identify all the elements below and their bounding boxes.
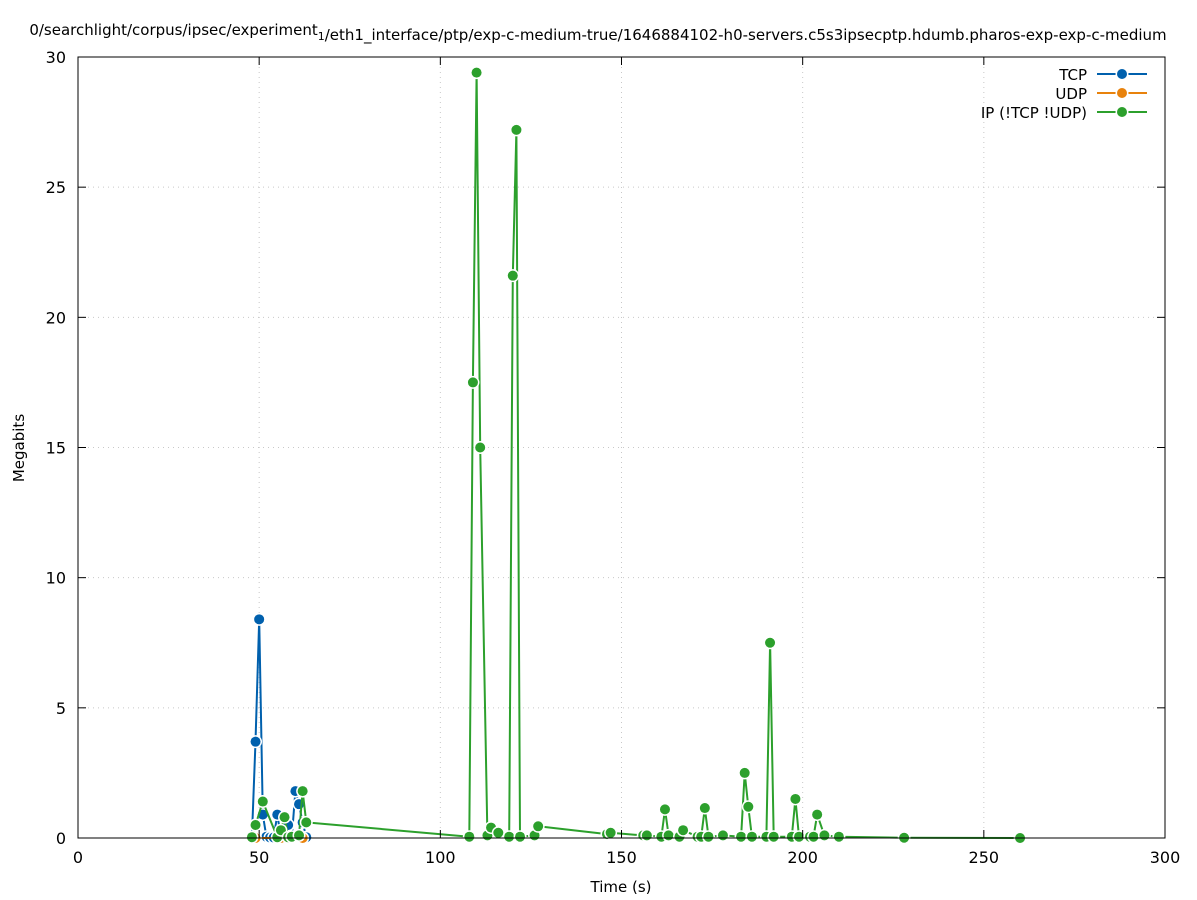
x-tick-label: 200 xyxy=(787,848,818,867)
data-point xyxy=(507,270,518,281)
data-point xyxy=(703,831,714,842)
legend-label: IP (!TCP !UDP) xyxy=(981,104,1087,122)
data-point xyxy=(790,793,801,804)
data-point xyxy=(294,830,305,841)
y-tick-label: 5 xyxy=(56,699,66,718)
data-point xyxy=(301,817,312,828)
series-line xyxy=(250,71,1021,839)
data-point xyxy=(279,812,290,823)
y-tick-label: 0 xyxy=(56,829,66,848)
data-point xyxy=(699,803,710,814)
legend-marker xyxy=(1117,107,1127,117)
data-point xyxy=(464,831,475,842)
data-point xyxy=(250,819,261,830)
x-tick-label: 0 xyxy=(73,848,83,867)
data-point xyxy=(275,825,286,836)
grid xyxy=(78,57,1165,838)
data-point xyxy=(511,124,522,135)
series-0 xyxy=(245,612,313,844)
y-tick-label: 10 xyxy=(46,569,66,588)
data-point xyxy=(717,830,728,841)
x-tick-label: 300 xyxy=(1150,848,1181,867)
data-point xyxy=(475,442,486,453)
x-axis-label: Time (s) xyxy=(590,878,652,896)
plot-area xyxy=(245,66,1027,845)
data-point xyxy=(659,804,670,815)
legend-item: UDP xyxy=(1055,85,1147,103)
legend-marker xyxy=(1117,88,1127,98)
data-point xyxy=(254,614,265,625)
legend-item: TCP xyxy=(1058,66,1147,84)
y-axis-label: Megabits xyxy=(10,414,28,482)
data-point xyxy=(833,831,844,842)
data-point xyxy=(812,809,823,820)
data-point xyxy=(515,831,526,842)
data-point xyxy=(768,831,779,842)
legend-label: TCP xyxy=(1058,66,1087,84)
data-point xyxy=(819,830,830,841)
data-point xyxy=(765,637,776,648)
data-point xyxy=(493,827,504,838)
data-point xyxy=(736,831,747,842)
y-tick-label: 20 xyxy=(46,308,66,327)
data-point xyxy=(504,831,515,842)
data-point xyxy=(663,830,674,841)
data-point xyxy=(246,832,257,843)
data-point xyxy=(297,786,308,797)
y-tick-label: 25 xyxy=(46,178,66,197)
y-tick-label: 15 xyxy=(46,439,66,458)
data-point xyxy=(739,767,750,778)
x-tick-label: 100 xyxy=(425,848,456,867)
data-point xyxy=(250,736,261,747)
data-point xyxy=(641,830,652,841)
data-point xyxy=(743,801,754,812)
data-point xyxy=(257,796,268,807)
y-tick-label: 30 xyxy=(46,48,66,67)
chart-title: 0/searchlight/corpus/ipsec/experiment1/e… xyxy=(29,21,1166,45)
data-point xyxy=(467,377,478,388)
axes: 0 50 100 150 200 250 300 0 5 10 15 20 25 30 xyxy=(46,48,1181,867)
data-point xyxy=(605,827,616,838)
data-point xyxy=(533,821,544,832)
x-tick-label: 250 xyxy=(969,848,1000,867)
series-2 xyxy=(245,66,1027,845)
data-point xyxy=(746,831,757,842)
data-point xyxy=(794,831,805,842)
legend-item: IP (!TCP !UDP) xyxy=(981,104,1147,122)
data-point xyxy=(678,825,689,836)
data-point xyxy=(808,831,819,842)
x-tick-label: 50 xyxy=(249,848,269,867)
x-tick-label: 150 xyxy=(606,848,637,867)
data-point xyxy=(471,67,482,78)
legend-marker xyxy=(1117,69,1127,79)
legend-label: UDP xyxy=(1055,85,1087,103)
